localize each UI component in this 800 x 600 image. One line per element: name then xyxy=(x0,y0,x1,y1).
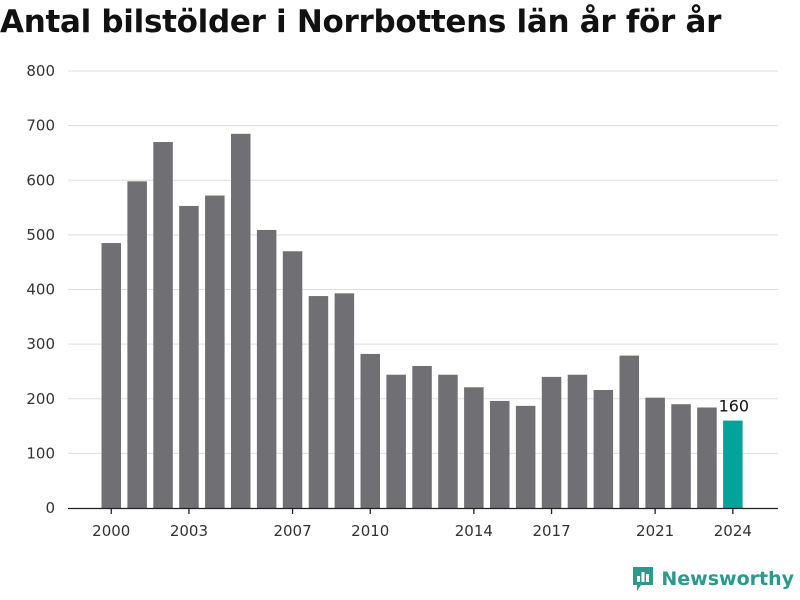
bar xyxy=(515,405,536,508)
brand-name: Newsworthy xyxy=(661,568,794,590)
bar xyxy=(127,181,147,508)
newsworthy-logo[interactable]: Newsworthy xyxy=(631,564,794,594)
bar xyxy=(101,243,121,508)
bar xyxy=(360,353,380,508)
y-tick-label: 0 xyxy=(45,499,55,517)
bar xyxy=(671,404,691,508)
x-tick-label: 2003 xyxy=(170,522,208,540)
y-tick-label: 200 xyxy=(26,390,55,408)
x-tick-label: 2010 xyxy=(351,522,389,540)
y-tick-label: 800 xyxy=(26,62,55,80)
bar xyxy=(619,355,639,508)
bar xyxy=(490,400,510,508)
bar xyxy=(256,229,277,509)
bar xyxy=(308,296,329,508)
bar xyxy=(438,374,458,508)
data-labels: 160 xyxy=(719,397,750,416)
bar xyxy=(464,387,484,508)
bar xyxy=(231,133,251,508)
chart-title: Antal bilstölder i Norrbottens län år fö… xyxy=(0,4,722,40)
y-tick-label: 700 xyxy=(26,117,55,135)
bar xyxy=(593,390,614,508)
data-label-2024: 160 xyxy=(719,397,750,416)
y-tick-label: 300 xyxy=(26,335,55,353)
bar xyxy=(645,397,665,508)
y-tick-label: 500 xyxy=(26,226,55,244)
y-tick-label: 600 xyxy=(26,171,55,189)
bar xyxy=(386,374,406,508)
x-tick-label: 2021 xyxy=(636,522,674,540)
bar xyxy=(697,407,717,508)
x-axis-ticks: 2000 2003 2007 2010 2014 2017 2021 2024 xyxy=(92,508,752,540)
x-tick-label: 2000 xyxy=(92,522,130,540)
x-tick-label: 2014 xyxy=(455,522,493,540)
bar xyxy=(179,205,199,508)
bar xyxy=(282,251,303,508)
y-axis-ticks: 0 100 200 300 400 500 600 700 800 xyxy=(26,62,55,517)
y-tick-label: 100 xyxy=(26,444,55,462)
y-tick-label: 400 xyxy=(26,281,55,299)
bar xyxy=(153,142,173,508)
bars xyxy=(101,133,743,509)
bar-highlighted xyxy=(723,420,743,508)
x-tick-label: 2007 xyxy=(273,522,311,540)
x-tick-label: 2017 xyxy=(532,522,570,540)
bar xyxy=(412,365,432,508)
x-tick-label: 2024 xyxy=(714,522,752,540)
bar xyxy=(541,376,562,508)
bar xyxy=(205,195,225,509)
bar xyxy=(567,374,588,508)
bar xyxy=(334,293,355,508)
bar-chart-logo-icon xyxy=(633,567,654,591)
